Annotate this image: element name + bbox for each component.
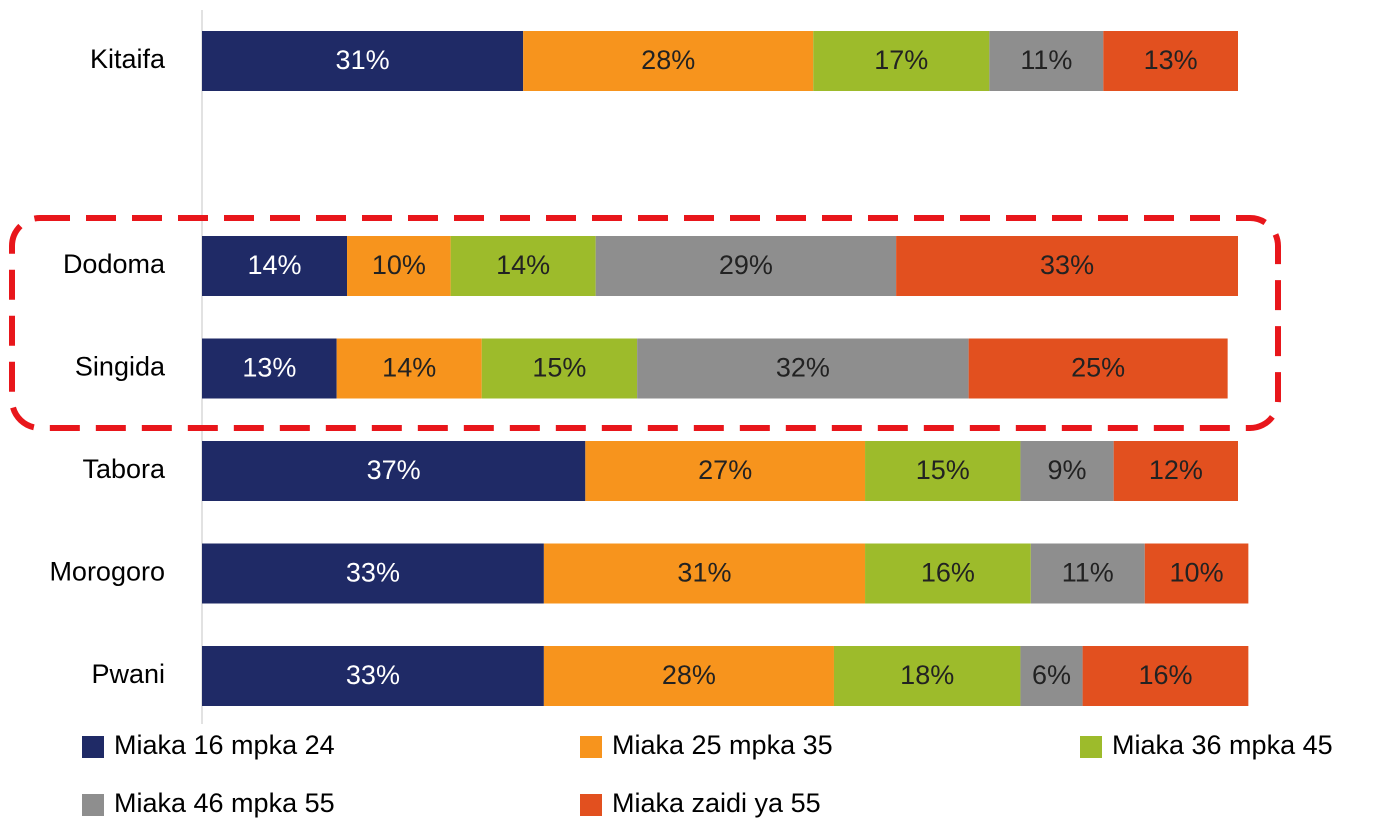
- bar-segment: [450, 236, 596, 296]
- data-label: 13%: [1144, 45, 1198, 75]
- data-label: 25%: [1071, 353, 1125, 383]
- bar-segment: [637, 338, 969, 399]
- data-label: 12%: [1149, 455, 1203, 485]
- data-label: 17%: [874, 45, 928, 75]
- data-label: 33%: [1040, 250, 1094, 280]
- bar-segment: [833, 646, 1021, 706]
- data-label: 14%: [496, 250, 550, 280]
- legend-swatch: [580, 794, 602, 816]
- bar-segment: [813, 31, 990, 91]
- data-label: 33%: [346, 558, 400, 588]
- data-label: 11%: [1062, 558, 1114, 588]
- legend-label: Miaka 25 mpka 35: [612, 730, 833, 760]
- data-label: 9%: [1048, 455, 1087, 485]
- bar-segment: [1113, 441, 1238, 501]
- bar-segment: [989, 31, 1104, 91]
- data-label: 29%: [719, 250, 773, 280]
- bar-segment: [896, 236, 1238, 296]
- bar-segment: [595, 236, 897, 296]
- bar-segment: [202, 646, 544, 706]
- data-label: 31%: [677, 558, 731, 588]
- legend-label: Miaka 36 mpka 45: [1112, 730, 1333, 760]
- category-label: Dodoma: [63, 249, 166, 279]
- bar-segment: [202, 338, 337, 399]
- data-label: 10%: [372, 250, 426, 280]
- bar-segment: [1030, 543, 1145, 604]
- data-label: 13%: [242, 353, 296, 383]
- bar-segment: [1020, 441, 1114, 501]
- data-label: 15%: [532, 353, 586, 383]
- bar-segment: [481, 338, 638, 399]
- bar-segment: [865, 441, 1021, 501]
- category-label: Pwani: [91, 659, 165, 689]
- bar-segment: [968, 338, 1228, 399]
- bar-segment: [1144, 543, 1249, 604]
- bar-segment: [347, 236, 451, 296]
- highlight-box: [9, 215, 1281, 431]
- bar-segment: [202, 543, 544, 604]
- bar-segment: [523, 31, 814, 91]
- data-label: 31%: [336, 45, 390, 75]
- bar-segment: [336, 338, 482, 399]
- category-label: Tabora: [82, 454, 166, 484]
- category-label: Kitaifa: [90, 44, 166, 74]
- bar-segment: [543, 543, 866, 604]
- data-label: 18%: [900, 660, 954, 690]
- bar-segment: [543, 646, 834, 706]
- legend-label: Miaka zaidi ya 55: [612, 788, 821, 818]
- data-label: 28%: [662, 660, 716, 690]
- bar-segment: [865, 543, 1031, 604]
- bar-segment: [202, 236, 348, 296]
- bar-segment: [1103, 31, 1238, 91]
- data-label: 6%: [1032, 660, 1071, 690]
- data-label: 28%: [641, 45, 695, 75]
- data-label: 14%: [247, 250, 301, 280]
- data-label: 32%: [776, 353, 830, 383]
- category-label: Morogoro: [49, 557, 165, 587]
- data-label: 16%: [1138, 660, 1192, 690]
- data-label: 11%: [1020, 45, 1072, 75]
- legend-label: Miaka 16 mpka 24: [114, 730, 335, 760]
- legend-swatch: [580, 736, 602, 758]
- data-label: 27%: [698, 455, 752, 485]
- bar-segment: [202, 441, 586, 501]
- data-label: 33%: [346, 660, 400, 690]
- bar-segment: [585, 441, 866, 501]
- category-label: Singida: [75, 352, 166, 382]
- bar-segment: [1020, 646, 1083, 706]
- data-label: 16%: [921, 558, 975, 588]
- bar-segment: [202, 31, 524, 91]
- legend-swatch: [82, 736, 104, 758]
- legend-label: Miaka 46 mpka 55: [114, 788, 335, 818]
- data-label: 37%: [367, 455, 421, 485]
- data-label: 10%: [1170, 558, 1224, 588]
- data-label: 14%: [382, 353, 436, 383]
- data-label: 15%: [916, 455, 970, 485]
- bar-segment: [1082, 646, 1249, 706]
- legend-swatch: [82, 794, 104, 816]
- legend-swatch: [1080, 736, 1102, 758]
